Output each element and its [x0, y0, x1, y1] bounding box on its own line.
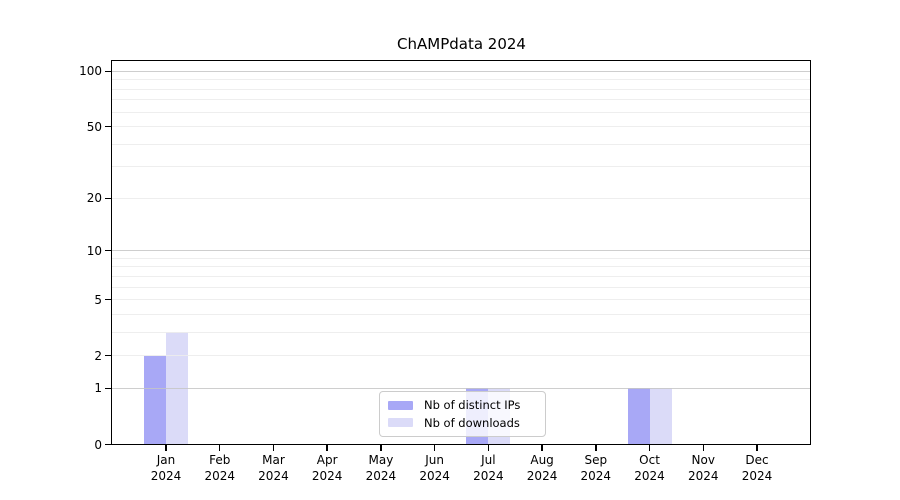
y-tick-label-2: 2 — [94, 348, 102, 363]
y-tick-2 — [105, 354, 111, 357]
x-tick-year: 2024 — [204, 468, 235, 483]
gridline-minor-9 — [112, 257, 811, 259]
y-tick-20 — [105, 197, 111, 200]
x-tick-label-mar: Mar 2024 — [245, 453, 301, 484]
x-tick-aug — [541, 445, 543, 451]
x-tick-label-sep: Sep 2024 — [568, 453, 624, 484]
x-tick-label-jan: Jan 2024 — [138, 453, 194, 484]
x-tick-month: Sep — [584, 453, 608, 467]
gridline-minor-2 — [112, 355, 811, 357]
x-tick-label-may: May 2024 — [353, 453, 409, 484]
legend-entry-downloads: Nb of downloads — [388, 416, 537, 430]
x-tick-month: Dec — [745, 453, 769, 467]
x-tick-year: 2024 — [634, 468, 665, 483]
y-tick-label-5: 5 — [94, 292, 102, 307]
x-tick-label-apr: Apr 2024 — [299, 453, 355, 484]
plot-area-border — [111, 60, 811, 445]
gridline-minor-30 — [112, 166, 811, 168]
gridline-minor-3 — [112, 331, 811, 333]
gridline-minor-70 — [112, 99, 811, 101]
gridline-minor-80 — [112, 88, 811, 90]
gridline-major-1 — [112, 387, 811, 390]
x-tick-label-jul: Jul 2024 — [460, 453, 516, 484]
bar-oct-s1 — [649, 388, 672, 445]
x-tick-sep — [595, 445, 597, 451]
gridline-minor-6 — [112, 286, 811, 288]
y-tick-label-100: 100 — [79, 64, 102, 79]
x-tick-month: May — [368, 453, 394, 467]
x-tick-month: Aug — [530, 453, 554, 467]
x-tick-month: Nov — [691, 453, 715, 467]
x-tick-label-jun: Jun 2024 — [407, 453, 463, 484]
gridline-minor-50 — [112, 126, 811, 128]
x-tick-jun — [433, 445, 436, 451]
y-tick-5 — [105, 298, 111, 301]
x-tick-month: Oct — [639, 453, 660, 467]
y-tick-0 — [105, 443, 111, 446]
x-tick-year: 2024 — [150, 468, 182, 483]
x-tick-label-feb: Feb 2024 — [192, 453, 248, 484]
x-tick-label-aug: Aug 2024 — [514, 453, 570, 484]
y-tick-label-1: 1 — [94, 381, 102, 396]
y-tick-10 — [105, 249, 111, 252]
gridline-minor-4 — [112, 313, 811, 315]
gridline-major-100 — [112, 70, 811, 73]
x-tick-label-dec: Dec 2024 — [729, 453, 785, 484]
x-tick-feb — [218, 445, 221, 451]
bar-jan-s0 — [144, 355, 166, 445]
x-tick-month: Jan — [156, 453, 176, 467]
x-tick-year: 2024 — [687, 468, 719, 483]
y-tick-1 — [105, 387, 111, 390]
legend-entry-distinct-ips: Nb of distinct IPs — [388, 398, 537, 412]
legend: Nb of distinct IPs Nb of downloads — [379, 391, 546, 437]
x-tick-year: 2024 — [526, 468, 558, 483]
legend-label-distinct-ips: Nb of distinct IPs — [424, 398, 521, 413]
gridline-minor-20 — [112, 197, 811, 199]
x-tick-oct — [648, 445, 651, 451]
legend-swatch-downloads — [388, 418, 413, 428]
x-tick-month: Jun — [425, 453, 444, 467]
x-tick-month: Mar — [262, 453, 285, 467]
x-tick-apr — [326, 445, 328, 451]
x-tick-month: Jul — [481, 453, 496, 467]
gridline-minor-90 — [112, 79, 811, 81]
legend-label-downloads: Nb of downloads — [424, 415, 520, 430]
x-tick-jan — [165, 445, 167, 451]
x-tick-dec — [756, 445, 758, 451]
y-tick-50 — [105, 125, 111, 128]
gridline-minor-7 — [112, 275, 811, 277]
x-tick-year: 2024 — [311, 468, 343, 483]
x-tick-label-nov: Nov 2024 — [675, 453, 731, 484]
y-tick-100 — [105, 70, 111, 73]
gridline-major-10 — [112, 250, 811, 252]
gridline-minor-40 — [112, 143, 811, 145]
x-tick-mar — [272, 445, 275, 451]
x-tick-year: 2024 — [365, 468, 397, 483]
gridline-minor-60 — [112, 111, 811, 113]
chart-title: ChAMPdata 2024 — [397, 35, 526, 53]
x-tick-month: Apr — [316, 453, 338, 467]
y-tick-label-50: 50 — [86, 119, 102, 134]
y-tick-label-0: 0 — [94, 437, 102, 452]
gridline-minor-5 — [112, 299, 811, 301]
x-tick-year: 2024 — [258, 468, 289, 483]
x-tick-label-oct: Oct 2024 — [622, 453, 678, 484]
y-tick-label-20: 20 — [86, 191, 102, 206]
x-tick-month: Feb — [209, 453, 231, 467]
x-tick-jul — [487, 445, 490, 451]
x-tick-year: 2024 — [741, 468, 773, 483]
gridline-minor-8 — [112, 266, 811, 268]
x-tick-year: 2024 — [419, 468, 450, 483]
x-tick-year: 2024 — [473, 468, 504, 483]
legend-swatch-distinct-ips — [388, 400, 413, 410]
y-tick-label-10: 10 — [86, 243, 102, 258]
x-tick-year: 2024 — [580, 468, 612, 483]
bar-oct-s0 — [627, 388, 650, 445]
x-tick-nov — [702, 445, 705, 451]
x-tick-may — [380, 445, 382, 451]
